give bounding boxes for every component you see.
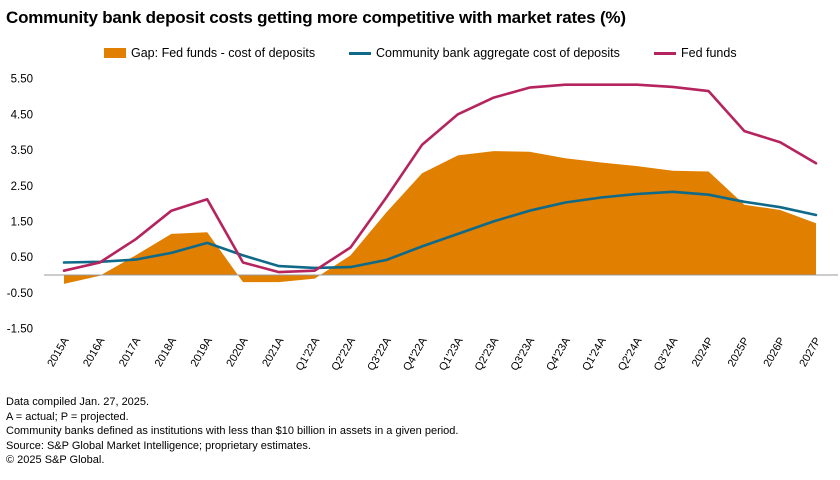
x-tick-label: 2018A (153, 335, 180, 369)
x-tick-label: 2016A (81, 335, 108, 369)
footnote-legend-key: A = actual; P = projected. (6, 410, 129, 423)
x-tick-label: 2026P (761, 336, 787, 370)
series-line-cost-of-deposits (62, 190, 818, 270)
series-area-gap (64, 151, 816, 284)
x-tick-label: 2015A (45, 335, 72, 369)
legend-item-gap: Gap: Fed funds - cost of deposits (104, 46, 315, 60)
legend-swatch-fed-funds (654, 51, 676, 55)
legend-item-fed-funds: Fed funds (654, 46, 737, 60)
chart-plot: 5.50 4.50 3.50 2.50 1.50 0.50 -0.50 -1.50 2015A 2… (7, 74, 838, 373)
x-tick-label: Q1'24A (580, 335, 609, 373)
x-tick-label: 2027P (797, 336, 823, 370)
y-tick-label: 5.50 (11, 74, 33, 86)
legend-swatch-gap (104, 48, 126, 58)
x-tick-label: Q2'22A (330, 335, 359, 373)
x-tick-label: 2025P (726, 336, 752, 370)
footnote-date: Data compiled Jan. 27, 2025. (6, 396, 150, 408)
x-tick-label: Q2'23A (473, 335, 502, 373)
x-tick-label: Q3'22A (365, 335, 394, 373)
x-tick-label: 2019A (189, 335, 216, 369)
y-tick-label: 0.50 (11, 252, 33, 264)
x-tick-label: 2021A (260, 335, 287, 369)
x-tick-label: Q3'23A (509, 335, 538, 373)
footnote-definition: Community banks defined as institutions … (6, 425, 459, 438)
y-tick-label: 4.50 (11, 109, 33, 121)
x-tick-label: 2020A (224, 335, 251, 369)
x-tick-label: Q1'23A (437, 335, 466, 373)
x-tick-label: 2024P (690, 336, 716, 370)
footnote-source: Source: S&P Global Market Intelligence; … (6, 439, 311, 452)
footnotes: Data compiled Jan. 27, 2025. A = actual;… (6, 395, 458, 468)
legend-swatch-cost-of-deposits (349, 51, 371, 55)
x-tick-label: Q4'22A (401, 335, 430, 373)
x-tick-label: 2017A (117, 335, 144, 369)
legend-label-gap: Gap: Fed funds - cost of deposits (131, 46, 316, 60)
series-line-fed-funds (62, 83, 818, 274)
x-tick-label: Q4'23A (544, 335, 573, 373)
footnote-copyright: © 2025 S&P Global. (6, 454, 105, 467)
chart-title: Community bank deposit costs getting mor… (6, 8, 626, 27)
chart-legend: Gap: Fed funds - cost of deposits Commun… (0, 46, 840, 66)
x-tick-label: Q1'22A (294, 335, 323, 373)
y-tick-label: 2.50 (11, 181, 33, 193)
legend-item-cost-of-deposits: Community bank aggregate cost of deposit… (349, 46, 620, 60)
y-tick-label: -0.50 (7, 288, 33, 300)
y-tick-label: -1.50 (7, 324, 33, 336)
x-tick-label: Q2'24A (616, 335, 645, 373)
x-tick-label: Q3'24A (652, 335, 681, 373)
y-tick-label: 1.50 (11, 216, 33, 228)
legend-label-fed-funds: Fed funds (681, 46, 737, 60)
legend-label-cost-of-deposits: Community bank aggregate cost of deposit… (376, 46, 620, 60)
y-tick-label: 3.50 (11, 145, 33, 157)
